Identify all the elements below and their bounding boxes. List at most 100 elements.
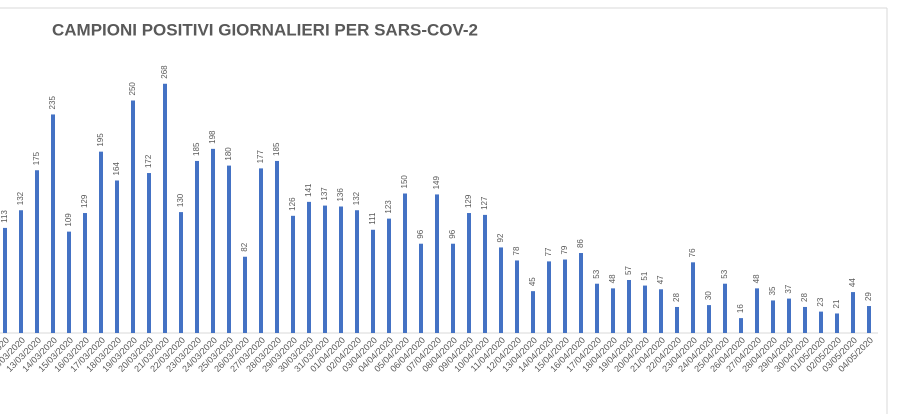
value-label: 16 — [736, 304, 745, 313]
bar — [867, 306, 871, 333]
bar — [195, 160, 199, 333]
bar — [19, 210, 23, 333]
bar — [371, 229, 375, 333]
value-label: 28 — [800, 293, 809, 302]
bar — [643, 285, 647, 333]
bar — [547, 261, 551, 333]
bar — [739, 318, 743, 333]
value-label: 198 — [208, 130, 217, 144]
value-label: 79 — [560, 245, 569, 254]
value-label: 141 — [304, 183, 313, 197]
bar — [307, 201, 311, 333]
bar — [131, 100, 135, 333]
value-label: 129 — [464, 194, 473, 208]
value-label: 35 — [768, 286, 777, 295]
bar — [99, 151, 103, 333]
value-label: 109 — [64, 213, 73, 227]
bar — [227, 165, 231, 333]
value-label: 96 — [448, 229, 457, 238]
value-label: 76 — [688, 248, 697, 257]
bar — [627, 279, 631, 333]
bar — [147, 173, 151, 333]
chart-title: CAMPIONI POSITIVI GIORNALIERI PER SARS-C… — [52, 20, 478, 39]
value-label: 268 — [160, 65, 169, 79]
value-label: 136 — [336, 188, 345, 202]
value-label: 130 — [176, 193, 185, 207]
bar — [3, 227, 7, 333]
bar — [211, 148, 215, 333]
bar — [691, 262, 695, 333]
bar — [179, 212, 183, 333]
value-label: 132 — [16, 191, 25, 205]
bar — [291, 215, 295, 333]
value-label: 57 — [624, 266, 633, 275]
bar — [723, 283, 727, 333]
bar — [531, 291, 535, 333]
bar — [419, 243, 423, 333]
value-label: 92 — [496, 233, 505, 242]
value-label: 195 — [96, 133, 105, 147]
value-label: 150 — [400, 175, 409, 189]
value-label: 111 — [368, 212, 377, 225]
bar — [243, 256, 247, 333]
bar — [259, 168, 263, 333]
value-label: 37 — [784, 284, 793, 293]
value-label: 137 — [320, 187, 329, 201]
bar — [51, 114, 55, 333]
bar — [339, 206, 343, 333]
bar — [755, 288, 759, 333]
bar — [483, 214, 487, 333]
value-label: 175 — [32, 151, 41, 165]
bar — [707, 305, 711, 333]
bar — [435, 194, 439, 333]
bar — [579, 253, 583, 333]
bar — [611, 288, 615, 333]
value-label: 30 — [704, 291, 713, 300]
bar — [35, 170, 39, 333]
value-label: 177 — [256, 149, 265, 163]
value-label: 250 — [128, 82, 137, 96]
bar — [67, 231, 71, 333]
value-label: 45 — [528, 277, 537, 286]
value-label: 113 — [0, 210, 9, 223]
bar — [851, 292, 855, 333]
bar — [515, 260, 519, 333]
bar — [323, 205, 327, 333]
value-label: 48 — [608, 274, 617, 283]
value-label: 96 — [416, 229, 425, 238]
bar — [803, 306, 807, 333]
value-label: 185 — [192, 142, 201, 156]
value-label: 82 — [240, 242, 249, 251]
bar — [451, 243, 455, 333]
value-label: 164 — [112, 162, 121, 176]
bar — [563, 259, 567, 333]
value-label: 21 — [832, 299, 841, 308]
value-label: 149 — [432, 176, 441, 190]
bar — [835, 313, 839, 333]
value-label: 53 — [720, 269, 729, 278]
bar — [819, 311, 823, 333]
bar — [387, 218, 391, 333]
bar — [403, 193, 407, 333]
value-label: 23 — [816, 297, 825, 306]
bar — [771, 300, 775, 333]
value-label: 132 — [352, 191, 361, 205]
bar — [499, 247, 503, 333]
value-label: 51 — [640, 271, 649, 280]
value-label: 126 — [288, 197, 297, 211]
bar — [355, 210, 359, 333]
value-label: 28 — [672, 293, 681, 302]
bar — [787, 298, 791, 333]
value-label: 127 — [480, 196, 489, 210]
bar — [275, 160, 279, 333]
value-label: 47 — [656, 275, 665, 284]
bar — [675, 306, 679, 333]
bar — [163, 83, 167, 333]
bar — [595, 283, 599, 333]
value-label: 172 — [144, 154, 153, 168]
bar — [83, 213, 87, 333]
bar — [659, 289, 663, 333]
value-label: 53 — [592, 269, 601, 278]
